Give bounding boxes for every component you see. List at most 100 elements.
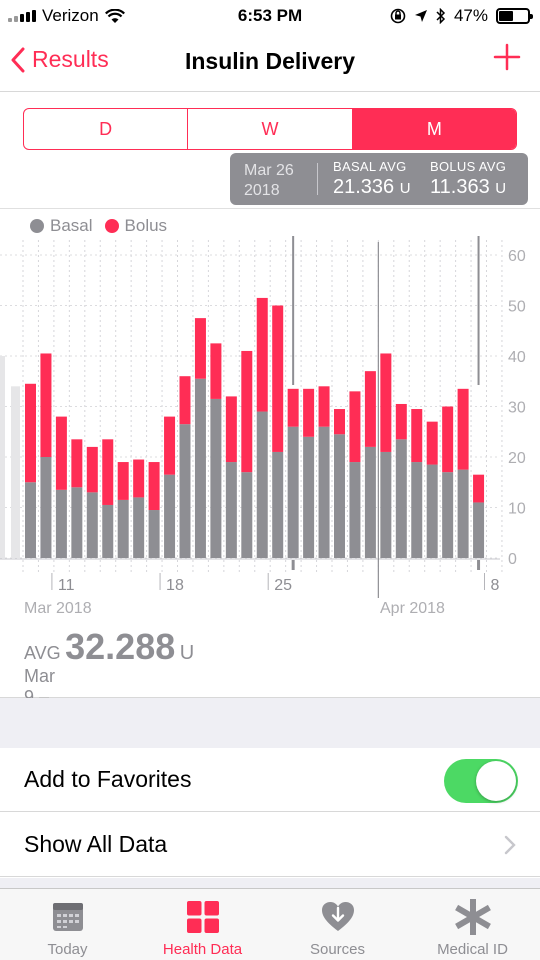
- tab-medical-id[interactable]: Medical ID: [405, 889, 540, 960]
- bar-bolus: [25, 383, 36, 483]
- bar-basal: [71, 487, 83, 558]
- segment-month[interactable]: M: [352, 109, 516, 149]
- show-all-data-row[interactable]: Show All Data: [0, 813, 540, 877]
- grid-icon: [186, 901, 219, 933]
- callout-date-day: Mar 26: [244, 162, 294, 179]
- callout-bolus: BOLUS AVG 11.363 U: [430, 159, 506, 199]
- legend-basal-label: Basal: [50, 216, 93, 235]
- callout-bolus-label: BOLUS AVG: [430, 159, 507, 174]
- y-tick-label: 40: [508, 349, 526, 366]
- status-bar: Verizon 6:53 PM 47%: [0, 0, 540, 32]
- heart-download-icon: [321, 902, 354, 931]
- selection-callout: Mar 26 2018 BASAL AVG 21.336 U BOLUS AVG…: [230, 153, 528, 205]
- bar-bolus: [411, 409, 423, 463]
- chevron-right-icon: [504, 835, 516, 855]
- chart-legend: Basal Bolus: [30, 216, 167, 236]
- bar-bolus: [256, 297, 268, 412]
- bar-basal: [411, 462, 423, 558]
- average-summary: AVG 32.288 U: [24, 626, 194, 668]
- bar-bolus: [179, 376, 191, 425]
- add-to-favorites-label: Add to Favorites: [24, 766, 192, 792]
- bar-bolus: [225, 396, 237, 463]
- callout-basal: BASAL AVG 21.336 U: [333, 159, 411, 199]
- legend-basal: Basal: [30, 216, 93, 236]
- callout-date-year: 2018: [244, 182, 280, 199]
- bar-basal: [442, 472, 454, 558]
- bar-bolus: [102, 439, 114, 505]
- bar-bolus: [457, 388, 469, 470]
- section-separator: [0, 698, 540, 748]
- x-tick-label: 25: [274, 577, 292, 594]
- insulin-bar-chart[interactable]: 60 50 40 30 20 10 0 11 18 25 8 Mar 2018 Apr 2018: [0, 236, 540, 616]
- time-range-segmented-control: D W M: [23, 108, 517, 150]
- basal-dot-icon: [30, 219, 44, 233]
- bar-basal: [256, 411, 268, 558]
- battery-icon: [496, 8, 533, 24]
- bolus-dot-icon: [104, 219, 119, 233]
- back-button[interactable]: Results: [10, 46, 109, 73]
- bar-basal: [364, 446, 376, 558]
- carrier-label: Verizon: [42, 6, 99, 25]
- callout-bolus-unit: U: [495, 180, 507, 197]
- bar-bolus: [241, 350, 253, 473]
- status-time: 6:53 PM: [237, 6, 303, 25]
- orientation-lock-icon: [390, 8, 406, 24]
- callout-divider: [317, 163, 318, 195]
- x-tick-label: 11: [58, 577, 75, 594]
- bar-basal: [117, 499, 129, 558]
- bar-bolus: [380, 353, 392, 452]
- bar-bolus: [395, 403, 407, 440]
- status-left: Verizon: [8, 6, 125, 26]
- bar-bolus: [272, 305, 284, 452]
- navigation-bar: Results Insulin Delivery: [0, 32, 540, 92]
- chevron-left-icon: [11, 47, 25, 72]
- bar-bolus: [55, 416, 67, 490]
- bar-bolus: [364, 371, 376, 447]
- month-label: Mar 2018: [24, 600, 92, 616]
- average-label: AVG: [24, 643, 61, 663]
- back-label: Results: [32, 46, 109, 72]
- bar-basal: [148, 510, 160, 558]
- segment-day[interactable]: D: [24, 109, 189, 149]
- bar-basal: [457, 469, 469, 558]
- bar-basal: [40, 457, 52, 558]
- bar-basal: [395, 439, 407, 558]
- calendar-icon: [52, 903, 83, 931]
- callout-date: Mar 26 2018: [244, 161, 294, 201]
- callout-basal-value-line: 21.336 U: [333, 176, 411, 199]
- favorites-toggle[interactable]: [444, 759, 518, 803]
- segment-week[interactable]: W: [188, 109, 353, 149]
- asterisk-icon: [454, 899, 491, 935]
- bar-basal: [426, 464, 438, 558]
- bar-bolus: [426, 421, 438, 465]
- bar-bolus: [473, 474, 485, 503]
- x-tick-label: 8: [491, 577, 500, 594]
- bar-basal: [241, 472, 253, 558]
- battery-percent: 47%: [453, 6, 488, 25]
- bar-basal: [272, 451, 284, 558]
- tab-bar: Today Health Data Sources Medical ID: [0, 888, 540, 960]
- tab-today[interactable]: Today: [0, 889, 135, 960]
- bar-basal: [349, 462, 361, 558]
- x-tick-label: 18: [166, 577, 184, 594]
- bar-bolus: [318, 386, 330, 427]
- y-tick-label: 60: [508, 248, 526, 265]
- bar-bolus: [194, 318, 206, 379]
- bar-basal: [225, 462, 237, 558]
- tab-health-data[interactable]: Health Data: [135, 889, 270, 960]
- bar-bolus: [442, 406, 454, 473]
- bar-bolus: [133, 459, 145, 498]
- tab-sources[interactable]: Sources: [270, 889, 405, 960]
- callout-basal-value: 21.336: [333, 176, 395, 198]
- bar-basal: [86, 492, 98, 558]
- month-label: Apr 2018: [380, 600, 445, 616]
- bar-basal: [303, 436, 315, 558]
- toggle-knob: [476, 761, 516, 801]
- bar-basal: [334, 434, 345, 558]
- partial-bar: [0, 356, 5, 558]
- bar-basal: [318, 426, 330, 558]
- callout-bolus-value-line: 11.363 U: [430, 176, 506, 199]
- y-tick-label: 50: [508, 299, 526, 316]
- legend-bolus: Bolus: [104, 216, 167, 236]
- add-data-button[interactable]: [492, 42, 522, 72]
